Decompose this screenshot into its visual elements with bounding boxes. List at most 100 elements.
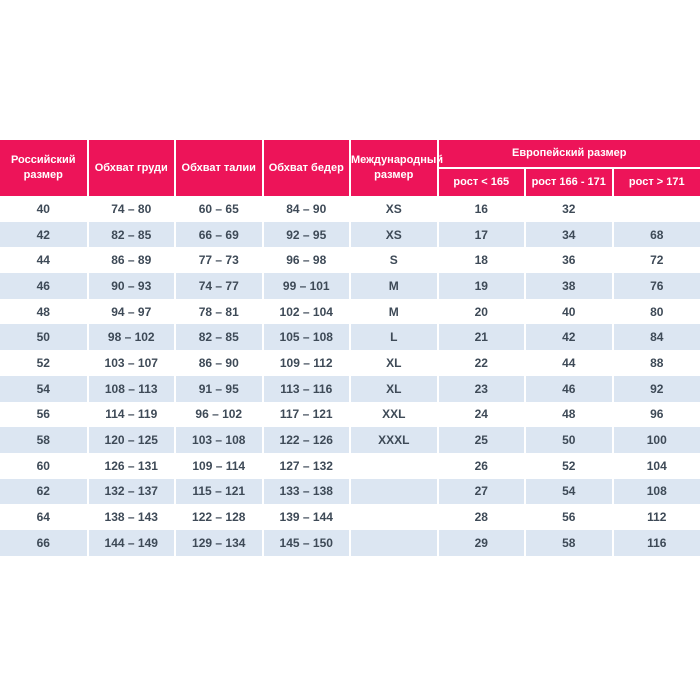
table-cell: 109 – 114 bbox=[174, 452, 263, 479]
header-european-size: Европейский размер bbox=[436, 140, 700, 168]
table-cell: 122 – 126 bbox=[261, 427, 350, 453]
table-cell: 19 bbox=[436, 273, 525, 299]
table-cell: 74 – 80 bbox=[86, 196, 175, 222]
table-cell: 44 bbox=[524, 350, 613, 376]
table-cell: 133 – 138 bbox=[261, 478, 350, 505]
table-cell: 46 bbox=[524, 375, 613, 402]
table-cell: 17 bbox=[436, 221, 525, 248]
table-cell: L bbox=[349, 324, 438, 351]
table-cell: 86 – 90 bbox=[174, 350, 263, 376]
table-cell: 145 – 150 bbox=[261, 529, 350, 556]
table-cell: 88 bbox=[611, 350, 700, 376]
table-cell: 18 bbox=[436, 247, 525, 274]
table-row: 44 86 – 89 77 – 73 96 – 98 S 18 36 72 bbox=[0, 247, 700, 274]
table-cell: 40 bbox=[36, 201, 50, 216]
table-cell: 48 bbox=[524, 401, 613, 428]
table-cell: 66 bbox=[36, 535, 50, 550]
table-cell: 68 bbox=[611, 221, 700, 248]
table-cell: XXL bbox=[349, 401, 438, 428]
table-cell: 120 – 125 bbox=[86, 427, 175, 453]
table-cell: S bbox=[349, 247, 438, 274]
table-cell: 27 bbox=[436, 478, 525, 505]
table-cell: 96 – 98 bbox=[261, 247, 350, 274]
table-cell: 66 – 69 bbox=[174, 221, 263, 248]
table-cell: 105 – 108 bbox=[261, 324, 350, 351]
table-row: 56 114 – 119 96 – 102 117 – 121 XXL 24 48 96 bbox=[0, 401, 700, 428]
table-cell: 36 bbox=[524, 247, 613, 274]
table-cell: 22 bbox=[436, 350, 525, 376]
table-cell: 92 bbox=[611, 375, 700, 402]
table-cell: 40 bbox=[524, 298, 613, 325]
table-cell: 127 – 132 bbox=[261, 452, 350, 479]
table-cell: 23 bbox=[436, 375, 525, 402]
table-cell: 129 – 134 bbox=[174, 529, 263, 556]
header-height-over-171: рост > 171 bbox=[611, 167, 700, 196]
table-cell: 103 – 108 bbox=[174, 427, 263, 453]
table-cell: 99 – 101 bbox=[261, 273, 350, 299]
table-cell: 103 – 107 bbox=[86, 350, 175, 376]
table-cell: 21 bbox=[436, 324, 525, 351]
table-cell: XXXL bbox=[349, 427, 438, 453]
table-cell: 112 bbox=[611, 504, 700, 530]
table-cell: 25 bbox=[436, 427, 525, 453]
table-cell: 108 – 113 bbox=[86, 375, 175, 402]
table-cell: 84 – 90 bbox=[261, 196, 350, 222]
table-cell: 80 bbox=[611, 298, 700, 325]
size-table: Российский размер Обхват груди Обхват та… bbox=[0, 140, 700, 556]
table-row: 60 126 – 131 109 – 114 127 – 132 26 52 104 bbox=[0, 452, 700, 479]
table-cell: 104 bbox=[611, 452, 700, 479]
table-cell: 62 bbox=[36, 484, 50, 499]
table-cell: 114 – 119 bbox=[86, 401, 175, 428]
table-cell: 58 bbox=[36, 433, 50, 448]
table-cell: 58 bbox=[524, 529, 613, 556]
table-row: 62 132 – 137 115 – 121 133 – 138 27 54 108 bbox=[0, 478, 700, 505]
table-cell: 20 bbox=[436, 298, 525, 325]
table-cell: 109 – 112 bbox=[261, 350, 350, 376]
table-cell: XS bbox=[349, 196, 438, 222]
table-cell: 42 bbox=[524, 324, 613, 351]
table-row: 66 144 – 149 129 – 134 145 – 150 29 58 116 bbox=[0, 529, 700, 556]
table-cell: 98 – 102 bbox=[86, 324, 175, 351]
table-cell: 77 – 73 bbox=[174, 247, 263, 274]
table-cell: 78 – 81 bbox=[174, 298, 263, 325]
table-cell: 139 – 144 bbox=[261, 504, 350, 530]
table-cell: 115 – 121 bbox=[174, 478, 263, 505]
table-cell: 16 bbox=[436, 196, 525, 222]
table-cell: 32 bbox=[524, 196, 613, 222]
table-cell bbox=[349, 529, 438, 556]
table-cell: 96 – 102 bbox=[174, 401, 263, 428]
table-cell: 82 – 85 bbox=[86, 221, 175, 248]
table-row: 52 103 – 107 86 – 90 109 – 112 XL 22 44 88 bbox=[0, 350, 700, 376]
table-body: 40 74 – 80 60 – 65 84 – 90 XS 16 32 42 82 – 85 66… bbox=[0, 196, 700, 556]
header-height-under-165: рост < 165 bbox=[436, 167, 525, 196]
table-cell: 82 – 85 bbox=[174, 324, 263, 351]
table-cell: 113 – 116 bbox=[261, 375, 350, 402]
header-row-height: рост < 165 рост 166 - 171 рост > 171 bbox=[0, 167, 700, 196]
table-cell: 116 bbox=[611, 529, 700, 556]
table-row: 54 108 – 113 91 – 95 113 – 116 XL 23 46 92 bbox=[0, 375, 700, 402]
table-cell: 34 bbox=[524, 221, 613, 248]
header-height-166-171: рост 166 - 171 bbox=[524, 167, 613, 196]
table-cell: 76 bbox=[611, 273, 700, 299]
table-cell: 48 bbox=[36, 304, 50, 319]
table-cell bbox=[349, 478, 438, 505]
table-row: 42 82 – 85 66 – 69 92 – 95 XS 17 34 68 bbox=[0, 221, 700, 248]
table-row: 58 120 – 125 103 – 108 122 – 126 XXXL 25 50 100 bbox=[0, 427, 700, 453]
table-row: 46 90 – 93 74 – 77 99 – 101 M 19 38 76 bbox=[0, 273, 700, 299]
table-cell: 54 bbox=[524, 478, 613, 505]
table-cell: 108 bbox=[611, 478, 700, 505]
table-cell bbox=[349, 452, 438, 479]
header-waist: Обхват талии bbox=[174, 140, 263, 196]
header-chest: Обхват груди bbox=[86, 140, 175, 196]
table-cell: 138 – 143 bbox=[86, 504, 175, 530]
header-russian-size: Российский размер bbox=[0, 140, 88, 196]
table-cell: 72 bbox=[611, 247, 700, 274]
table-cell bbox=[611, 196, 700, 222]
table-cell: 38 bbox=[524, 273, 613, 299]
table-cell: 29 bbox=[436, 529, 525, 556]
table-cell: 100 bbox=[611, 427, 700, 453]
table-cell: 117 – 121 bbox=[261, 401, 350, 428]
table-cell: 50 bbox=[524, 427, 613, 453]
table-cell: 102 – 104 bbox=[261, 298, 350, 325]
